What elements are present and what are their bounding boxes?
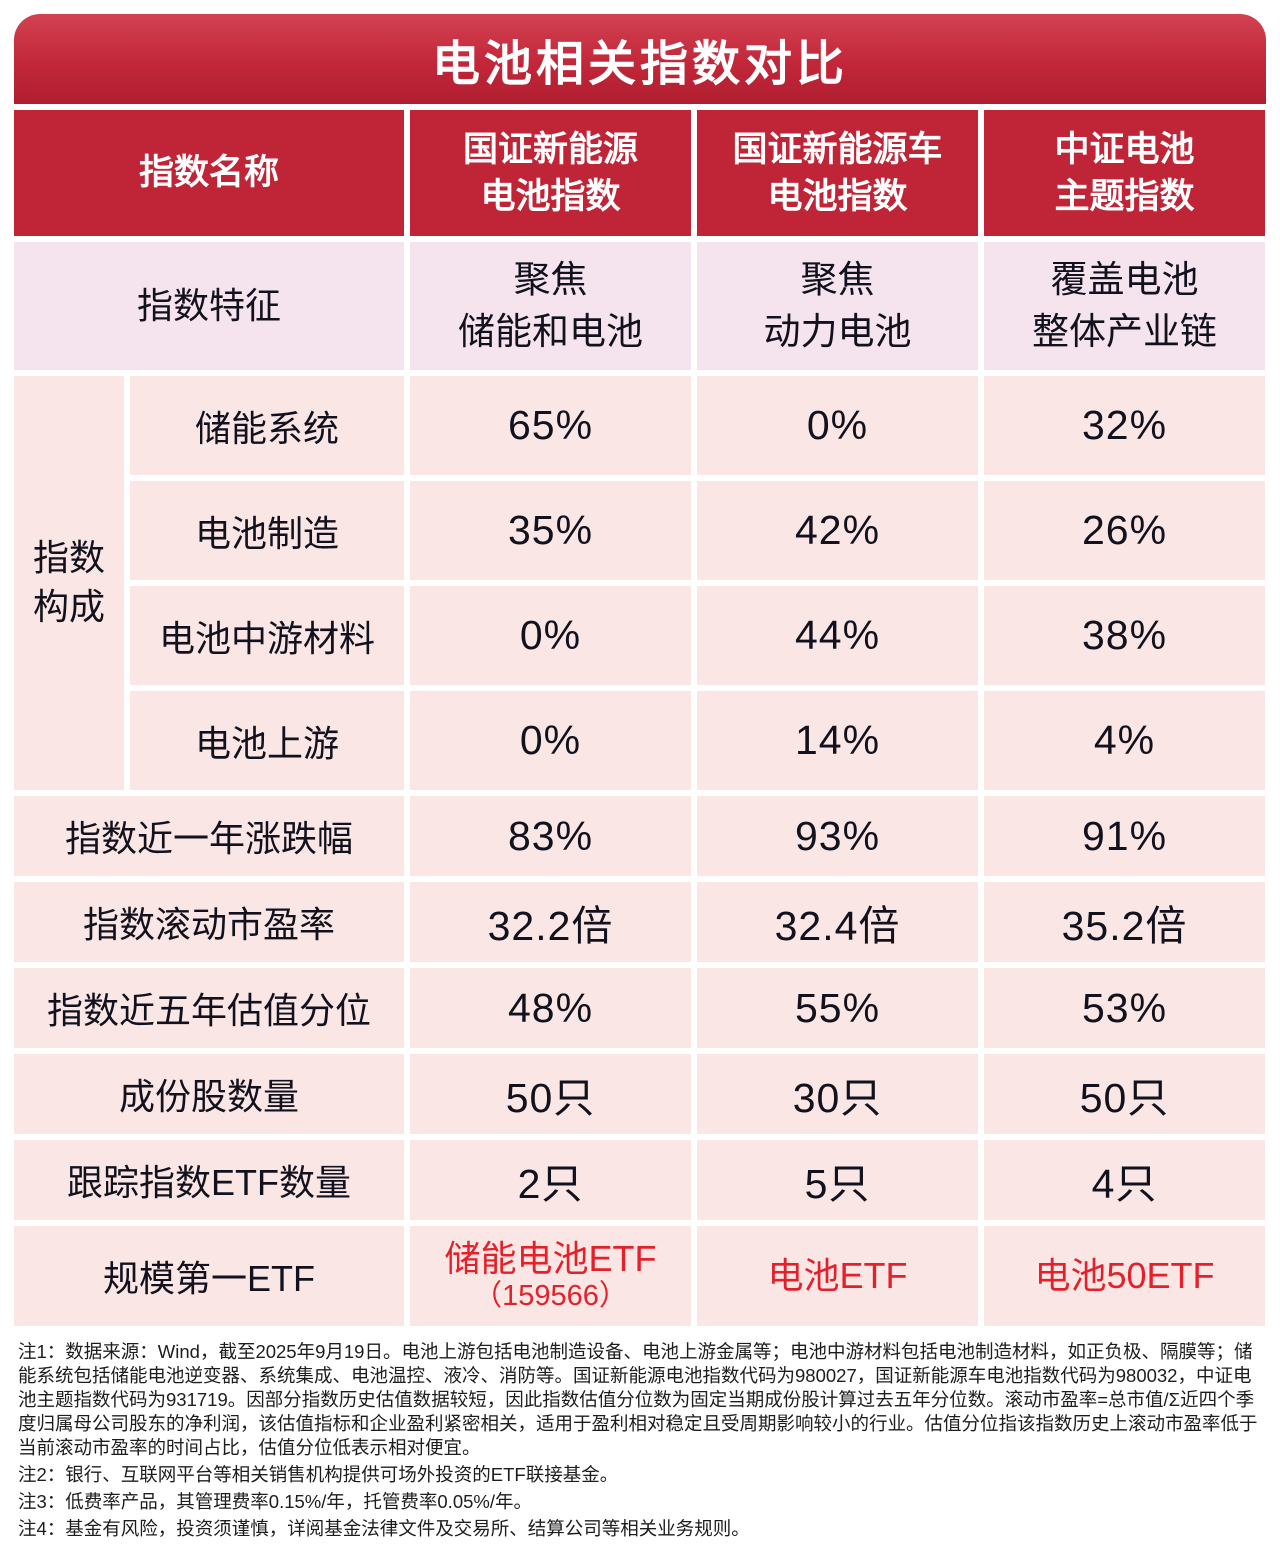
footnote-2: 注2：银行、互联网平台等相关销售机构提供可场外投资的ETF联接基金。	[18, 1464, 619, 1486]
etf-cell-col3: 电池50ETF	[984, 1226, 1265, 1326]
metric-value: 50只	[984, 1054, 1265, 1134]
etf-code: （159566）	[473, 1280, 628, 1313]
metric-row-valuation-percentile: 指数近五年估值分位 48% 55% 53%	[14, 968, 1266, 1048]
composition-row-label: 电池制造	[130, 481, 404, 580]
feature-value-col1: 聚焦 储能和电池	[410, 242, 691, 370]
largest-etf-row: 规模第一ETF 储能电池ETF （159566） 电池ETF 电池50ETF	[14, 1226, 1266, 1326]
metric-label: 指数近五年估值分位	[14, 968, 404, 1048]
metric-value: 93%	[697, 796, 978, 876]
metric-value: 53%	[984, 968, 1265, 1048]
metric-row-change-1y: 指数近一年涨跌幅 83% 93% 91%	[14, 796, 1266, 876]
footnote-1: 注1：数据来源：Wind，截至2025年9月19日。电池上游包括电池制造设备、电…	[18, 1341, 1258, 1459]
metric-label: 指数滚动市盈率	[14, 882, 404, 962]
metric-value: 83%	[410, 796, 691, 876]
etf-row-label: 规模第一ETF	[14, 1226, 404, 1326]
comparison-card: 电池相关指数对比 指数名称 国证新能源 电池指数 国证新能源车 电池指数 中证电…	[14, 0, 1266, 1541]
composition-block: 指数 构成 储能系统 65% 0% 32% 电池制造 35% 42% 26% 电…	[14, 376, 1266, 790]
feature-row: 指数特征 聚焦 储能和电池 聚焦 动力电池 覆盖电池 整体产业链	[14, 242, 1266, 370]
metric-label: 成份股数量	[14, 1054, 404, 1134]
footnote-4: 注4：基金有风险，投资须谨慎，详阅基金法律文件及交易所、结算公司等相关业务规则。	[18, 1518, 750, 1540]
composition-value: 14%	[697, 691, 978, 790]
etf-name: 储能电池ETF	[444, 1237, 657, 1279]
composition-row-label: 电池上游	[130, 691, 404, 790]
metric-value: 5只	[697, 1140, 978, 1220]
metric-value: 91%	[984, 796, 1265, 876]
etf-cell-col1: 储能电池ETF （159566）	[410, 1226, 691, 1326]
metric-row-constituent-count: 成份股数量 50只 30只 50只	[14, 1054, 1266, 1134]
metric-value: 4只	[984, 1140, 1265, 1220]
metric-value: 48%	[410, 968, 691, 1048]
header-cell-col3: 中证电池 主题指数	[984, 110, 1265, 236]
composition-row-label: 储能系统	[130, 376, 404, 475]
composition-value: 26%	[984, 481, 1265, 580]
metric-row-pe-ttm: 指数滚动市盈率 32.2倍 32.4倍 35.2倍	[14, 882, 1266, 962]
feature-value-col2: 聚焦 动力电池	[697, 242, 978, 370]
metric-value: 50只	[410, 1054, 691, 1134]
metric-value: 2只	[410, 1140, 691, 1220]
composition-value: 0%	[697, 376, 978, 475]
page-title: 电池相关指数对比	[14, 14, 1266, 104]
composition-value: 42%	[697, 481, 978, 580]
footnotes: 注1：数据来源：Wind，截至2025年9月19日。电池上游包括电池制造设备、电…	[14, 1326, 1266, 1541]
composition-row-label: 电池中游材料	[130, 586, 404, 685]
composition-value: 0%	[410, 691, 691, 790]
composition-value: 35%	[410, 481, 691, 580]
etf-name: 电池50ETF	[1034, 1255, 1215, 1297]
table-header-row: 指数名称 国证新能源 电池指数 国证新能源车 电池指数 中证电池 主题指数	[14, 110, 1266, 236]
metric-label: 指数近一年涨跌幅	[14, 796, 404, 876]
composition-value: 32%	[984, 376, 1265, 475]
feature-row-label: 指数特征	[14, 242, 404, 370]
metric-value: 35.2倍	[984, 882, 1265, 962]
feature-value-col3: 覆盖电池 整体产业链	[984, 242, 1265, 370]
etf-cell-col2: 电池ETF	[697, 1226, 978, 1326]
footnote-3: 注3：低费率产品，其管理费率0.15%/年，托管费率0.05%/年。	[18, 1491, 532, 1513]
composition-value: 65%	[410, 376, 691, 475]
metric-value: 32.4倍	[697, 882, 978, 962]
etf-name: 电池ETF	[767, 1255, 908, 1297]
metric-row-etf-count: 跟踪指数ETF数量 2只 5只 4只	[14, 1140, 1266, 1220]
composition-value: 38%	[984, 586, 1265, 685]
metric-value: 30只	[697, 1054, 978, 1134]
composition-value: 44%	[697, 586, 978, 685]
metric-value: 32.2倍	[410, 882, 691, 962]
composition-value: 0%	[410, 586, 691, 685]
composition-group-label: 指数 构成	[14, 376, 124, 790]
header-cell-col1: 国证新能源 电池指数	[410, 110, 691, 236]
header-cell-col2: 国证新能源车 电池指数	[697, 110, 978, 236]
metric-label: 跟踪指数ETF数量	[14, 1140, 404, 1220]
composition-value: 4%	[984, 691, 1265, 790]
metric-value: 55%	[697, 968, 978, 1048]
header-cell-index-name: 指数名称	[14, 110, 404, 236]
